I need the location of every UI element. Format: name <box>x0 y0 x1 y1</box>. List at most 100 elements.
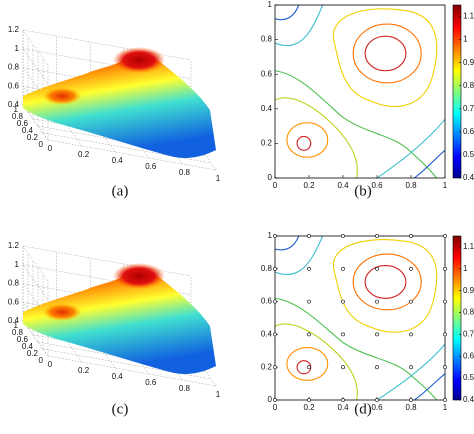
sample-point <box>307 299 311 304</box>
z-tick-label: 0.6 <box>8 297 20 306</box>
grid-line <box>22 245 192 277</box>
y-tick-label: 0 <box>268 173 273 182</box>
x-tick-label: 0 <box>48 144 53 153</box>
sample-point <box>443 332 447 337</box>
grid-line <box>22 264 49 300</box>
sample-point <box>375 299 379 304</box>
y-tick-label: 1 <box>14 321 19 330</box>
grid-line <box>42 348 212 380</box>
sample-point <box>375 266 379 271</box>
x-tick-label: 0.6 <box>145 162 157 171</box>
sample-point <box>273 299 277 304</box>
y-tick-label: 0.2 <box>27 349 39 358</box>
colorbar-tick-label: 0.7 <box>463 330 474 339</box>
x-tick-label: 0.8 <box>405 181 417 190</box>
surface <box>23 263 216 374</box>
x-tick-label: 0 <box>48 360 53 369</box>
x-tick-label: 0.4 <box>337 181 349 190</box>
y-tick-label: 0.8 <box>261 264 273 273</box>
sample-point <box>443 398 447 402</box>
x-tick-label: 0.2 <box>78 366 90 375</box>
x-tick-label: 0.4 <box>337 403 349 412</box>
sample-point <box>273 332 277 337</box>
sample-point <box>341 234 345 238</box>
z-tick-label: 0.8 <box>8 279 20 288</box>
sample-point <box>307 398 311 402</box>
x-tick-label: 0.8 <box>405 403 417 412</box>
y-tick-label: 1 <box>268 0 273 9</box>
sample-point <box>341 398 345 402</box>
sample-point <box>409 398 413 402</box>
y-tick-label: 1 <box>14 105 19 114</box>
z-tick-label: 0.4 <box>8 100 20 109</box>
sample-point <box>409 365 413 370</box>
grid-line <box>22 29 192 61</box>
colorbar-tick-label: 0.4 <box>463 173 474 182</box>
sample-point <box>375 234 379 238</box>
colorbar <box>452 235 462 401</box>
y-tick-label: 0.4 <box>261 330 273 339</box>
sample-point <box>443 234 447 238</box>
caption: (b) <box>354 183 372 199</box>
x-tick-label: 0 <box>273 403 278 412</box>
colorbar-tick-label: 0.5 <box>463 150 474 159</box>
z-tick-label: 0.6 <box>8 81 20 90</box>
grid-line <box>47 139 217 171</box>
colorbar-tick-label: 0.6 <box>463 127 474 136</box>
colorbar-tick-label: 0.8 <box>463 81 474 90</box>
y-tick-label: 0.8 <box>261 35 273 44</box>
y-tick-label: 0.6 <box>17 119 29 128</box>
y-tick-label: 0.6 <box>261 297 273 306</box>
contours <box>275 5 445 178</box>
sample-point <box>409 234 413 238</box>
y-tick-label: 0.4 <box>22 342 34 351</box>
grid-line <box>22 320 49 357</box>
x-tick-label: 0.2 <box>303 403 315 412</box>
y-tick-label: 0.6 <box>17 335 29 344</box>
sample-point <box>307 234 311 238</box>
x-tick-label: 0.4 <box>112 372 124 381</box>
grid-line <box>22 245 49 282</box>
colorbar-tick-label: 0.9 <box>463 58 474 67</box>
sample-point <box>443 365 447 370</box>
sample-point <box>443 266 447 271</box>
sample-point <box>341 299 345 304</box>
x-tick-label: 0.4 <box>112 156 124 165</box>
colorbar <box>452 4 462 179</box>
z-tick-label: 1.2 <box>8 241 20 250</box>
sample-point <box>273 398 277 402</box>
y-tick-label: 0 <box>268 395 273 404</box>
x-tick-label: 0.2 <box>78 150 90 159</box>
x-tick-label: 0.8 <box>179 168 191 177</box>
colorbar-tick-label: 0.7 <box>463 104 474 113</box>
x-tick-label: 1 <box>216 174 221 183</box>
sample-point <box>273 266 277 271</box>
grid-line <box>22 104 49 141</box>
surface <box>23 47 216 158</box>
colorbar-tick-label: 0.9 <box>463 286 474 295</box>
colorbar-tick-label: 0.6 <box>463 351 474 360</box>
y-tick-label: 0.8 <box>12 328 24 337</box>
x-tick-label: 0 <box>273 181 278 190</box>
grid-line <box>56 110 82 147</box>
y-tick-label: 0.4 <box>22 126 34 135</box>
x-tick-label: 0.6 <box>371 403 383 412</box>
x-tick-label: 0.2 <box>303 181 315 190</box>
grid-line <box>56 326 82 363</box>
z-tick-label: 1 <box>15 260 20 269</box>
z-tick-label: 1 <box>15 44 20 53</box>
x-tick-label: 1 <box>443 181 448 190</box>
grid-line <box>22 29 49 66</box>
sample-point <box>443 299 447 304</box>
sample-point <box>409 299 413 304</box>
x-tick-label: 1 <box>216 390 221 399</box>
sample-point <box>273 234 277 238</box>
y-tick-label: 0.2 <box>261 362 273 371</box>
x-tick-label: 0.6 <box>371 181 383 190</box>
plot-frame <box>274 235 446 401</box>
y-tick-label: 0.2 <box>261 139 273 148</box>
sample-point <box>341 332 345 337</box>
colorbar-tick-label: 1 <box>463 264 468 273</box>
x-tick-label: 1 <box>443 403 448 412</box>
